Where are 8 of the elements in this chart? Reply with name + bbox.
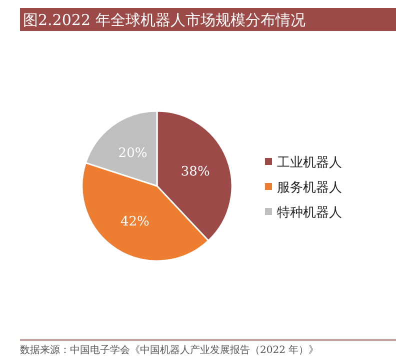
legend-label: 特种机器人 xyxy=(277,206,342,221)
chart-title: 图2.2022 年全球机器人市场规模分布情况 xyxy=(23,11,306,29)
data-label: 42% xyxy=(120,214,150,230)
source-note: 数据来源：中国电子学会《中国机器人产业发展报告（2022 年）》 xyxy=(20,344,319,356)
data-label: 38% xyxy=(180,164,210,180)
legend-label: 工业机器人 xyxy=(277,156,342,171)
data-label: 20% xyxy=(118,146,148,162)
legend-label: 服务机器人 xyxy=(277,180,342,196)
